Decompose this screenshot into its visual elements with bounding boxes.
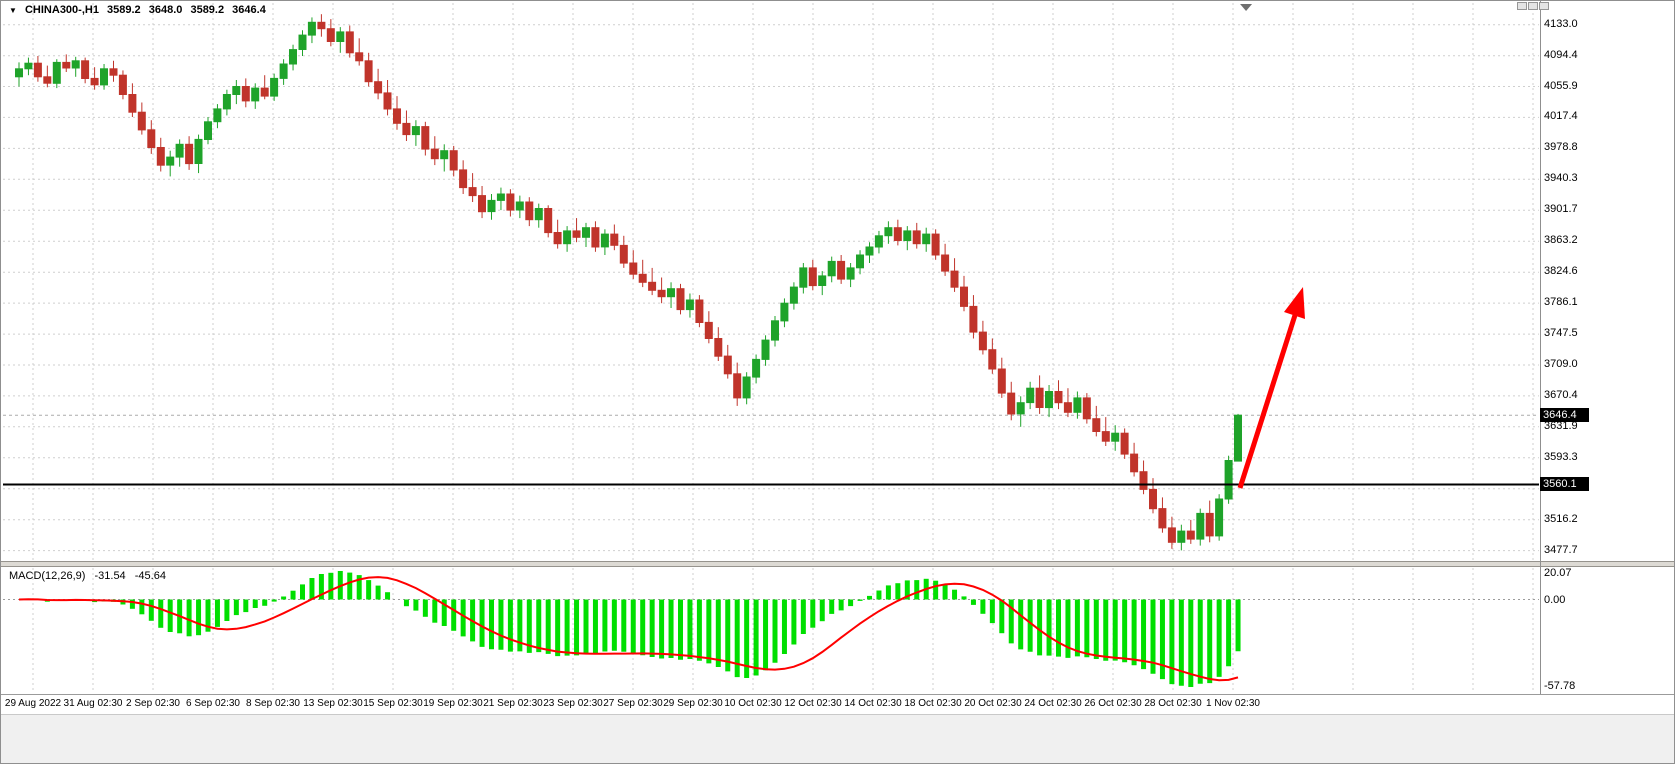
price-axis-label: 3631.9: [1544, 420, 1578, 432]
price-axis-label: 4017.4: [1544, 110, 1578, 122]
macd-name: MACD(12,26,9): [9, 570, 86, 582]
candles-layer: [15, 14, 1242, 551]
time-axis-label: 19 Sep 02:30: [423, 698, 483, 709]
price-axis-label: 3747.5: [1544, 327, 1578, 339]
chart-title: ▼ CHINA300-,H1 3589.2 3648.0 3589.2 3646…: [9, 4, 271, 16]
macd-axis-label: -57.78: [1544, 680, 1576, 692]
trend-arrow-annotation[interactable]: [1237, 287, 1305, 489]
price-scale-separator: [1540, 1, 1541, 694]
chart-open-value: 3589.2: [107, 4, 141, 16]
time-axis-label: 12 Oct 02:30: [784, 698, 842, 709]
macd-axis-label: 20.07: [1544, 567, 1572, 579]
one-click-trading-icon[interactable]: ▼: [9, 6, 17, 15]
chart-close-button[interactable]: [1539, 2, 1549, 10]
chart-restore-button[interactable]: [1528, 2, 1538, 10]
macd-signal-value: -45.64: [134, 570, 166, 582]
time-axis-label: 29 Sep 02:30: [663, 698, 723, 709]
chart-high-value: 3648.0: [148, 4, 183, 16]
current-price-badge: 3646.4: [1540, 408, 1589, 422]
window-bottom-area: [1, 714, 1674, 763]
time-axis-label: 15 Sep 02:30: [363, 698, 423, 709]
time-axis-label: 1 Nov 02:30: [1206, 698, 1260, 709]
time-axis-label: 20 Oct 02:30: [964, 698, 1022, 709]
price-axis-label: 3477.7: [1544, 544, 1578, 556]
price-axis-label: 3863.2: [1544, 234, 1578, 246]
price-axis-label: 3901.7: [1544, 203, 1578, 215]
time-axis-label: 21 Sep 02:30: [483, 698, 543, 709]
time-axis-label: 6 Sep 02:30: [186, 698, 240, 709]
chart-shift-marker-icon[interactable]: [1240, 4, 1253, 11]
macd-main-value: -31.54: [94, 570, 126, 582]
time-axis-label: 14 Oct 02:30: [844, 698, 902, 709]
time-axis-label: 29 Aug 2022: [4, 698, 62, 709]
price-axis-label: 3516.2: [1544, 513, 1578, 525]
chart-close-value: 3646.4: [232, 4, 266, 16]
chart-low-value: 3589.2: [190, 4, 225, 16]
price-axis-label: 3709.0: [1544, 358, 1578, 370]
price-axis-label: 3670.4: [1544, 389, 1578, 401]
time-axis-label: 2 Sep 02:30: [126, 698, 180, 709]
price-axis-label: 3593.3: [1544, 451, 1578, 463]
grid-lines: [3, 3, 1539, 692]
time-axis-label: 13 Sep 02:30: [303, 698, 363, 709]
price-axis-label: 3940.3: [1544, 172, 1578, 184]
price-axis-label: 3786.1: [1544, 296, 1578, 308]
chart-minimize-button[interactable]: [1517, 2, 1527, 10]
time-axis[interactable]: [1, 694, 1674, 714]
macd-signal-line: [18, 576, 1239, 682]
panel-splitter[interactable]: [1, 561, 1674, 567]
time-axis-label: 31 Aug 02:30: [63, 698, 123, 709]
time-axis-label: 28 Oct 02:30: [1144, 698, 1202, 709]
price-axis-label: 4133.0: [1544, 18, 1578, 30]
time-axis-label: 27 Sep 02:30: [603, 698, 663, 709]
chart-symbol-period: CHINA300-,H1: [24, 4, 99, 16]
time-axis-label: 23 Sep 02:30: [543, 698, 603, 709]
macd-indicator-label: MACD(12,26,9) -31.54 -45.64: [9, 570, 172, 582]
price-axis-label: 4094.4: [1544, 49, 1578, 61]
time-axis-label: 26 Oct 02:30: [1084, 698, 1142, 709]
macd-axis-label: 0.00: [1544, 594, 1566, 606]
hline-price-badge: 3560.1: [1540, 477, 1589, 491]
horizontal-support-line[interactable]: [3, 483, 1539, 486]
price-axis-label: 4055.9: [1544, 80, 1578, 92]
time-axis-label: 18 Oct 02:30: [904, 698, 962, 709]
price-axis-label: 3824.6: [1544, 265, 1578, 277]
price-axis-label: 3978.8: [1544, 141, 1578, 153]
time-axis-label: 10 Oct 02:30: [724, 698, 782, 709]
time-axis-label: 24 Oct 02:30: [1024, 698, 1082, 709]
time-axis-label: 8 Sep 02:30: [246, 698, 300, 709]
